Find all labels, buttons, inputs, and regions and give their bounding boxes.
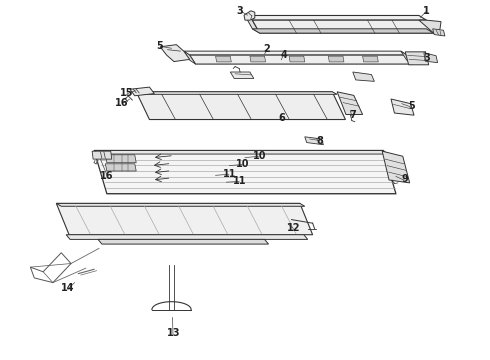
Polygon shape	[401, 51, 413, 64]
Text: 3: 3	[423, 53, 430, 63]
Polygon shape	[136, 92, 345, 120]
Polygon shape	[250, 56, 266, 62]
Text: 10: 10	[236, 159, 249, 169]
Polygon shape	[105, 164, 136, 171]
Text: 3: 3	[237, 6, 244, 16]
Polygon shape	[245, 15, 260, 33]
Polygon shape	[94, 150, 396, 194]
Polygon shape	[92, 151, 112, 159]
Polygon shape	[216, 56, 231, 62]
Polygon shape	[363, 56, 378, 62]
Polygon shape	[289, 56, 305, 62]
Text: 16: 16	[115, 98, 128, 108]
Polygon shape	[328, 56, 344, 62]
Polygon shape	[353, 72, 374, 81]
Polygon shape	[184, 51, 407, 55]
Polygon shape	[56, 203, 313, 235]
Polygon shape	[190, 55, 413, 64]
Polygon shape	[230, 72, 254, 78]
Polygon shape	[424, 53, 438, 63]
Text: 7: 7	[349, 110, 356, 120]
Text: 14: 14	[61, 283, 74, 293]
Polygon shape	[405, 52, 429, 65]
Polygon shape	[382, 151, 410, 183]
Text: 2: 2	[264, 44, 270, 54]
Text: 9: 9	[401, 174, 408, 184]
Text: 11: 11	[222, 168, 236, 179]
Text: 12: 12	[287, 222, 301, 233]
Text: 8: 8	[317, 136, 323, 146]
Polygon shape	[130, 87, 154, 96]
Polygon shape	[98, 239, 269, 244]
Text: 16: 16	[100, 171, 114, 181]
Polygon shape	[337, 92, 363, 114]
Polygon shape	[136, 92, 337, 94]
Text: 5: 5	[408, 101, 415, 111]
Polygon shape	[105, 155, 136, 163]
Polygon shape	[391, 99, 414, 115]
Polygon shape	[252, 29, 434, 33]
Polygon shape	[305, 137, 323, 145]
Polygon shape	[244, 11, 255, 20]
Polygon shape	[66, 235, 308, 239]
Polygon shape	[433, 29, 445, 36]
Polygon shape	[56, 203, 305, 206]
Text: 13: 13	[167, 328, 181, 338]
Polygon shape	[252, 20, 434, 33]
Polygon shape	[245, 15, 426, 20]
Text: 11: 11	[233, 176, 247, 186]
Text: 10: 10	[253, 150, 267, 161]
Text: 5: 5	[156, 41, 163, 51]
Text: 4: 4	[281, 50, 288, 60]
Text: 15: 15	[120, 88, 133, 98]
Text: 6: 6	[278, 113, 285, 123]
Polygon shape	[184, 51, 196, 64]
Text: 1: 1	[423, 6, 430, 16]
Polygon shape	[160, 45, 190, 62]
Polygon shape	[419, 20, 441, 33]
Polygon shape	[94, 150, 388, 154]
